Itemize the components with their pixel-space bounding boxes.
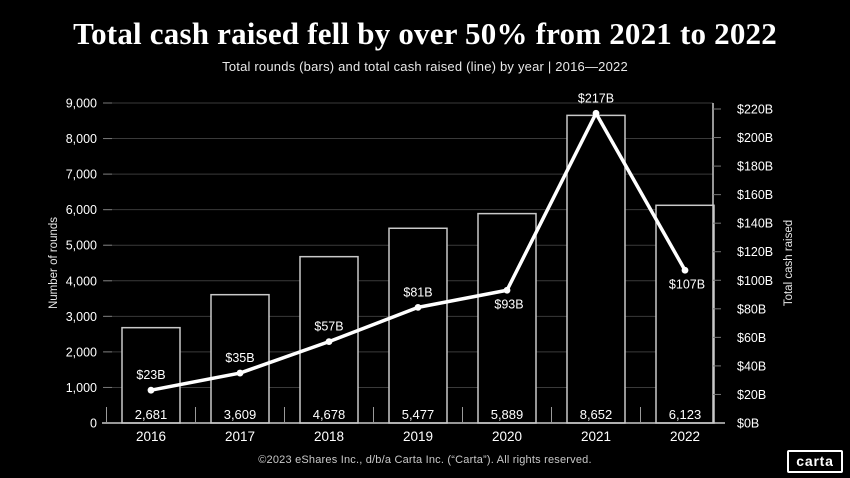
bar bbox=[121, 326, 181, 424]
right-axis-tick-label: $140B bbox=[737, 217, 773, 231]
left-axis-tick-label: 6,000 bbox=[66, 203, 97, 217]
left-axis-title: Number of rounds bbox=[48, 217, 60, 309]
x-axis-label: 2020 bbox=[492, 429, 522, 444]
right-axis-tick-label: $20B bbox=[737, 388, 766, 402]
line-value-label: $35B bbox=[225, 351, 254, 365]
left-axis-tick-label: 7,000 bbox=[66, 168, 97, 182]
x-axis-label: 2017 bbox=[225, 429, 255, 444]
x-axis-label: 2021 bbox=[581, 429, 611, 444]
right-axis-tick-label: $0B bbox=[737, 417, 759, 431]
left-axis-tick-label: 1,000 bbox=[66, 381, 97, 395]
data-point-dot bbox=[503, 286, 511, 294]
right-axis-tick-label: $200B bbox=[737, 131, 773, 145]
data-point-dot bbox=[325, 338, 333, 346]
left-axis-tick-label: 3,000 bbox=[66, 310, 97, 324]
carta-logo: carta bbox=[787, 450, 843, 473]
bar bbox=[388, 227, 448, 424]
left-axis-tick-label: 0 bbox=[90, 417, 97, 431]
bar-value-label: 5,477 bbox=[402, 407, 435, 422]
x-axis-label: 2022 bbox=[670, 429, 700, 444]
right-axis-tick-label: $60B bbox=[737, 331, 766, 345]
right-axis-tick-label: $40B bbox=[737, 359, 766, 373]
line-value-label: $23B bbox=[136, 368, 165, 382]
left-axis-tick-label: 9,000 bbox=[66, 97, 97, 111]
bar-value-label: 6,123 bbox=[669, 407, 702, 422]
right-axis-tick-label: $180B bbox=[737, 160, 773, 174]
line-value-label: $93B bbox=[494, 297, 523, 311]
line-value-label: $107B bbox=[669, 277, 705, 291]
data-point-dot bbox=[592, 109, 600, 117]
bar bbox=[566, 114, 626, 424]
line-value-label: $217B bbox=[578, 91, 614, 105]
line-value-label: $57B bbox=[314, 320, 343, 334]
left-axis-tick-label: 2,000 bbox=[66, 345, 97, 359]
right-axis-tick-label: $120B bbox=[737, 245, 773, 259]
bar-value-label: 4,678 bbox=[313, 407, 346, 422]
data-point-dot bbox=[414, 303, 422, 311]
copyright-text: ©2023 eShares Inc., d/b/a Carta Inc. (“C… bbox=[258, 454, 592, 466]
left-axis-tick-label: 4,000 bbox=[66, 274, 97, 288]
right-axis-tick-label: $160B bbox=[737, 188, 773, 202]
bar bbox=[477, 212, 537, 424]
right-axis-tick-label: $220B bbox=[737, 103, 773, 117]
right-axis-title: Total cash raised bbox=[783, 220, 795, 306]
bar-value-label: 3,609 bbox=[224, 407, 257, 422]
bar-value-label: 8,652 bbox=[580, 407, 613, 422]
chart-subtitle: Total rounds (bars) and total cash raise… bbox=[222, 59, 628, 74]
line-value-label: $81B bbox=[403, 285, 432, 299]
left-axis-tick-label: 5,000 bbox=[66, 239, 97, 253]
chart-title: Total cash raised fell by over 50% from … bbox=[73, 16, 777, 51]
data-point-dot bbox=[147, 386, 155, 394]
x-axis-label: 2019 bbox=[403, 429, 433, 444]
bar-value-label: 5,889 bbox=[491, 407, 524, 422]
x-axis-label: 2018 bbox=[314, 429, 344, 444]
right-axis-tick-label: $100B bbox=[737, 274, 773, 288]
x-axis-label: 2016 bbox=[136, 429, 166, 444]
data-point-dot bbox=[236, 369, 244, 377]
data-point-dot bbox=[681, 266, 689, 274]
bar bbox=[210, 293, 270, 424]
right-axis-tick-label: $80B bbox=[737, 302, 766, 316]
left-axis-tick-label: 8,000 bbox=[66, 132, 97, 146]
bar-value-label: 2,681 bbox=[135, 407, 168, 422]
